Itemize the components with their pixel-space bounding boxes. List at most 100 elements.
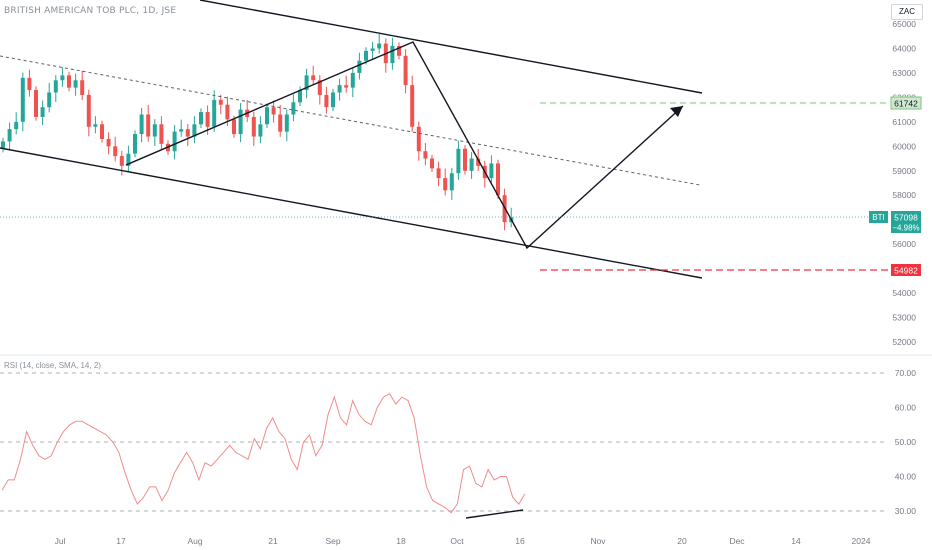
candle-body	[331, 92, 335, 108]
wave-arrowhead	[670, 106, 683, 117]
candle-body	[172, 131, 177, 152]
candle-body	[496, 163, 500, 196]
candle-body	[73, 80, 78, 88]
candle-body	[47, 92, 52, 108]
time-tick-label: Oct	[450, 536, 464, 546]
candle-body	[139, 114, 144, 135]
candle-body	[212, 99, 217, 127]
price-tick-label: 64000	[892, 43, 916, 53]
time-tick-label: 16	[515, 536, 525, 546]
time-tick-label: 14	[791, 536, 801, 546]
price-tick-label: 58000	[892, 190, 916, 200]
candle-body	[377, 43, 382, 49]
rsi-line	[1, 393, 526, 514]
candle-body	[416, 126, 421, 152]
candle-body	[199, 112, 203, 125]
time-tick-label: 21	[268, 536, 278, 546]
channel-upper-line	[199, 0, 703, 94]
candle-body	[218, 99, 223, 105]
price-tick-label: 52000	[892, 337, 916, 347]
pattern-drawings	[0, 0, 888, 279]
channel-mid-dashed-line	[0, 55, 701, 186]
time-tick-label: Dec	[729, 536, 745, 546]
price-tick-label: 53000	[892, 313, 916, 323]
candle-body	[476, 158, 481, 166]
candle-body	[284, 114, 289, 132]
candle-body	[390, 46, 395, 64]
candle-body	[430, 158, 434, 169]
candle-body	[113, 146, 118, 157]
rsi-tick-label: 50.00	[895, 437, 917, 447]
candle-body	[67, 75, 71, 88]
currency-button[interactable]: ZAC	[891, 4, 923, 20]
candle-body	[304, 75, 309, 91]
price-tick-label: 60000	[892, 141, 916, 151]
candle-body	[40, 107, 45, 117]
symbol-tag	[869, 211, 888, 223]
time-tick-label: Aug	[187, 536, 202, 546]
candle-body	[423, 151, 428, 159]
candle-body	[133, 134, 137, 154]
candle-body	[364, 50, 368, 61]
candle-body	[489, 163, 494, 179]
candle-body	[146, 114, 151, 137]
time-tick-label: Nov	[590, 536, 606, 546]
candle-body	[20, 77, 25, 122]
rsi-divergence-line	[465, 509, 524, 519]
candle-body	[317, 80, 322, 95]
candle-body	[456, 148, 461, 174]
time-axis: Jul 17 Aug 21 Sep 18 Oct 16 Nov 20 Dec 14 2024	[55, 536, 871, 546]
price-tick-label: 56000	[892, 239, 916, 249]
candle-body	[251, 116, 256, 137]
candle-body	[119, 156, 124, 166]
candle-body	[324, 94, 329, 108]
price-tick-label: 63000	[892, 68, 916, 78]
candle-body	[311, 75, 316, 81]
wave-path	[125, 41, 684, 250]
rsi-tick-label: 60.00	[895, 403, 917, 413]
price-tick-label: 61000	[892, 117, 916, 127]
time-tick-label: 2024	[852, 536, 871, 546]
candle-body	[152, 124, 157, 137]
candle-body	[93, 124, 98, 127]
candle-body	[34, 90, 38, 117]
candle-body	[337, 85, 342, 93]
candle-body	[159, 124, 164, 144]
candle-body	[350, 72, 355, 88]
channel-lower-line	[0, 147, 703, 279]
last-price-tag	[891, 211, 921, 233]
candlestick-series	[1, 34, 514, 231]
candle-body	[463, 148, 467, 171]
candle-body	[410, 85, 415, 127]
candle-body	[53, 80, 58, 93]
candle-body	[443, 178, 448, 191]
candle-body	[126, 153, 131, 166]
candle-body	[403, 55, 408, 86]
candle-body	[238, 109, 243, 135]
candle-body	[225, 104, 230, 120]
candle-body	[298, 90, 302, 103]
candle-body	[7, 129, 12, 142]
rsi-tick-label: 40.00	[895, 472, 917, 482]
candle-body	[106, 138, 111, 147]
candle-body	[192, 124, 197, 137]
change-percent-label: −4.98%	[892, 224, 919, 233]
candle-body	[205, 112, 210, 127]
symbol-tag-label: BTI	[872, 213, 884, 222]
rsi-tick-label: 70.00	[895, 368, 917, 378]
price-tags: 61742 BTI 57098 −4.98% 54982	[869, 96, 922, 276]
candle-body	[397, 46, 401, 56]
candle-body	[100, 124, 104, 139]
candle-body	[14, 121, 19, 130]
stop-tag	[891, 264, 921, 276]
price-tick-label: 59000	[892, 166, 916, 176]
last-price-label: 57098	[894, 213, 918, 223]
candle-body	[278, 114, 283, 132]
candle-body	[449, 173, 454, 191]
rsi-series	[1, 393, 526, 514]
target-tag-label: 61742	[894, 99, 918, 109]
candle-body	[1, 141, 5, 149]
candle-body	[436, 168, 441, 179]
candle-body	[232, 119, 236, 135]
